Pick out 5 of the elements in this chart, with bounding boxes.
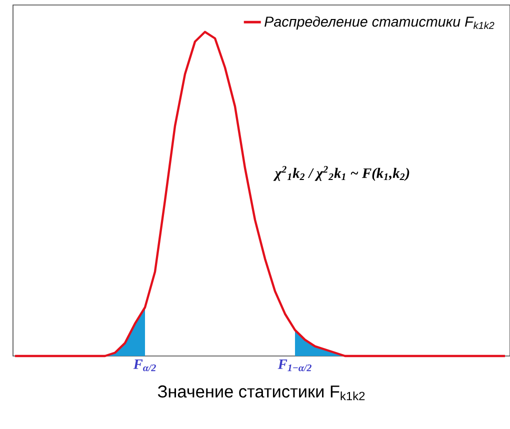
text: F$_{α/2}$ [133, 360, 156, 372]
text: F$_{1−α/2}$ [278, 360, 312, 372]
x-axis-title: Значение статистики F$_{k1k2}$ [158, 385, 365, 400]
text: χ$^{2}$$_{1}$k$_{2}$ / χ$^{2}$$_{2}$k$_{1}$ ~ F(k$_{1}$,k$_{2}$) [273, 166, 410, 181]
legend-label: Распределение статистики F$_{k1k2}$ [264, 16, 494, 30]
